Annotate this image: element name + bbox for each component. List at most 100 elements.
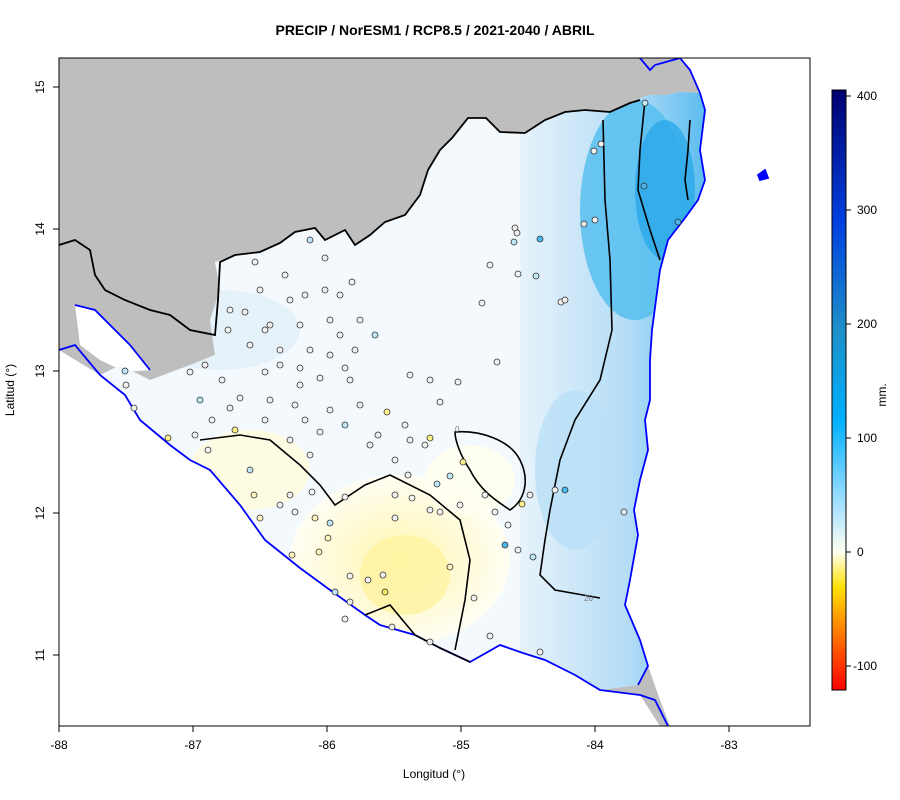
station-marker [364,576,372,584]
station-marker [186,368,194,376]
station-marker [204,446,212,454]
pacific-ocean [59,350,660,726]
station-marker [501,541,509,549]
station-marker [640,182,648,190]
x-tick-label: -87 [184,738,202,752]
station-marker [261,326,269,334]
station-marker [486,261,494,269]
contour-lines [199,99,691,651]
colorbar-tick-label: 300 [857,203,877,217]
station-marker [491,508,499,516]
station-marker [208,416,216,424]
station-marker [288,551,296,559]
station-marker [529,553,537,561]
station-marker [226,404,234,412]
colorbar: 400 300 200 100 0 -100 mm. [831,89,889,691]
station-marker [381,588,389,596]
station-marker [296,381,304,389]
x-axis-label: Longitud (°) [403,767,465,781]
station-marker [326,406,334,414]
station-marker [478,299,486,307]
station-marker [561,296,569,304]
station-marker [316,428,324,436]
station-marker [331,588,339,596]
station-markers [121,99,682,656]
station-marker [250,491,258,499]
station-marker [246,341,254,349]
station-marker [296,364,304,372]
station-marker [301,416,309,424]
station-marker [231,426,239,434]
x-tick-label: -85 [452,738,470,752]
station-marker [276,361,284,369]
station-marker [459,458,467,466]
station-marker [341,364,349,372]
station-marker [218,376,226,384]
station-marker [336,291,344,299]
station-marker [191,431,199,439]
station-marker [383,408,391,416]
x-tick-label: -88 [50,738,68,752]
station-marker [276,346,284,354]
station-marker [470,594,478,602]
station-marker [406,436,414,444]
x-tick-label: -86 [318,738,336,752]
station-marker [371,331,379,339]
colorbar-tick-label: -100 [853,659,877,673]
station-marker [391,491,399,499]
station-marker [391,514,399,522]
chart-title: PRECIP / NorESM1 / RCP8.5 / 2021-2040 / … [275,22,594,38]
station-marker [336,331,344,339]
colorbar-tick-label: 200 [857,317,877,331]
station-marker [321,286,329,294]
station-marker [261,368,269,376]
station-marker [536,648,544,656]
station-marker [256,514,264,522]
station-marker [341,421,349,429]
station-marker [518,500,526,508]
station-marker [426,506,434,514]
station-marker [308,488,316,496]
station-marker [236,394,244,402]
station-marker [446,472,454,480]
station-marker [291,401,299,409]
station-marker [306,451,314,459]
station-marker [315,548,323,556]
station-marker [122,381,130,389]
colorbar-tick-label: 400 [857,89,877,103]
station-marker [130,404,138,412]
station-marker [351,346,359,354]
station-marker [426,376,434,384]
y-tick-label: 11 [33,648,47,661]
x-tick-label: -84 [586,738,604,752]
station-marker [346,572,354,580]
station-marker [251,258,259,266]
station-marker [401,421,409,429]
station-marker [620,508,628,516]
station-marker [324,534,332,542]
station-marker [591,216,599,224]
station-marker [346,376,354,384]
gulf-of-fonseca [75,305,150,372]
station-marker [326,351,334,359]
station-marker [261,416,269,424]
caribbean-sea [625,58,810,726]
colorbar-tick-label: 100 [857,431,877,445]
plot-frame [58,57,811,727]
station-marker [301,291,309,299]
x-axis: -88 -87 -86 -85 -84 -83 Longitud (°) [50,726,738,781]
contour-label-zero: 0 [455,425,460,434]
station-marker [356,401,364,409]
station-marker [446,563,454,571]
station-marker [493,358,501,366]
station-marker [426,434,434,442]
station-marker [379,571,387,579]
station-marker [510,238,518,246]
station-marker [296,321,304,329]
y-tick-label: 12 [33,506,47,520]
y-tick-label: 15 [33,80,47,94]
station-marker [311,514,319,522]
station-marker [316,374,324,382]
station-marker [266,396,274,404]
